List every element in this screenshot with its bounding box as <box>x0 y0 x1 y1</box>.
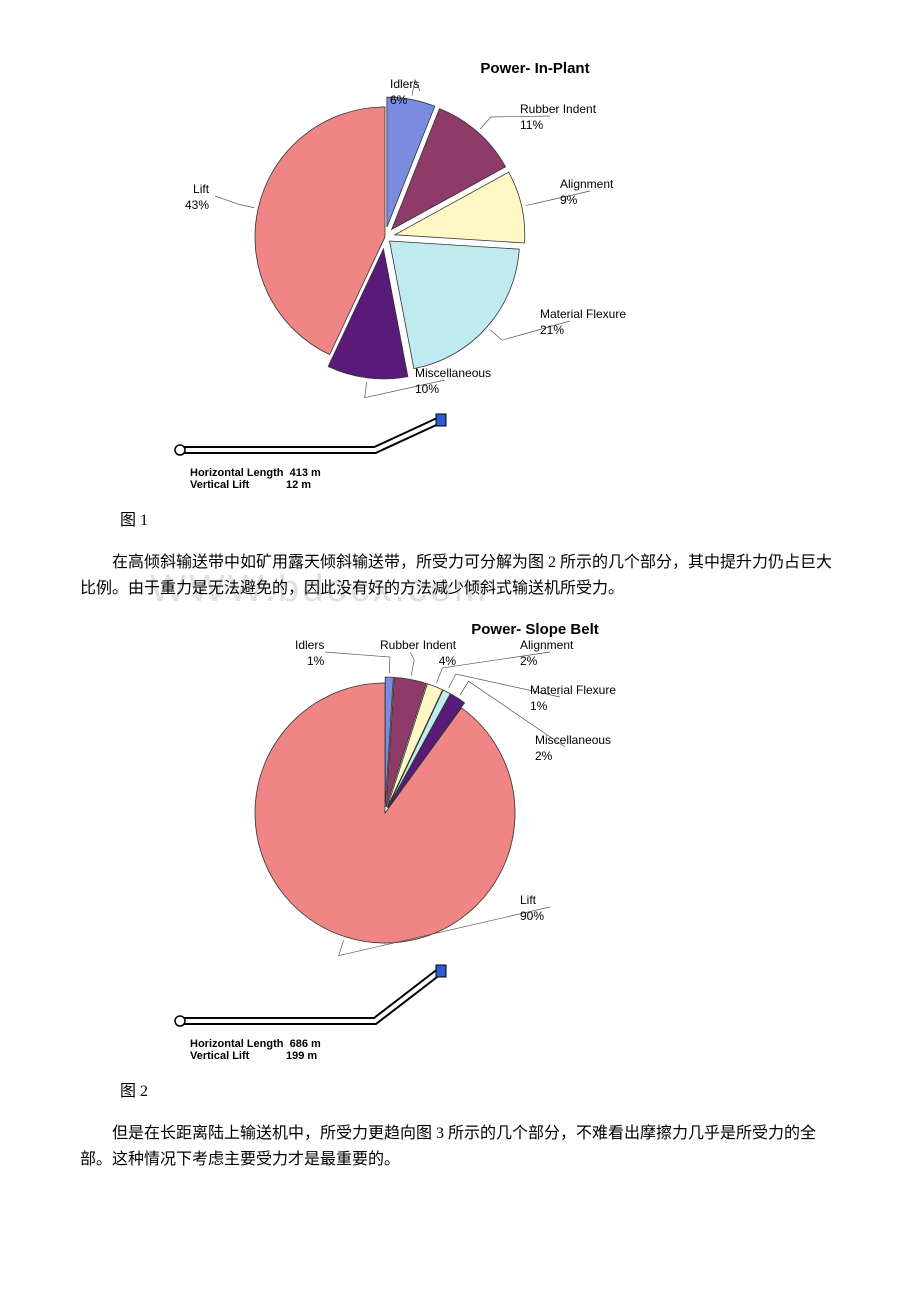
slice-label: Miscellaneous2% <box>535 733 611 764</box>
slice-label: Idlers6% <box>390 77 419 108</box>
slice-label: Rubber Indent11% <box>520 102 596 133</box>
paragraph-2: 但是在长距离陆上输送机中，所受力更趋向图 3 所示的几个部分，不难看出摩擦力几乎… <box>80 1121 840 1172</box>
slice-label: Idlers1% <box>295 638 324 669</box>
hl-value: 413 m <box>290 467 321 479</box>
slice-label: Lift43% <box>185 182 209 213</box>
chart-1-section: Power- In-Plant Idlers6% Rubber Indent11%… <box>60 60 860 530</box>
chart-1-pie: Idlers6%Rubber Indent11%Alignment9%Mater… <box>220 82 640 392</box>
conveyor-svg-icon <box>170 963 470 1033</box>
chart-2-dims: Horizontal Length 686 m Vertical Lift 19… <box>190 1038 860 1062</box>
vl-value: 199 m <box>286 1050 317 1062</box>
chart-1-title: Power- In-Plant <box>210 60 860 77</box>
slice-label: Rubber Indent4% <box>380 638 456 669</box>
slice-label: Alignment9% <box>560 177 613 208</box>
chart-1-area: Power- In-Plant Idlers6% Rubber Indent11%… <box>160 60 860 491</box>
chart-2-title: Power- Slope Belt <box>210 621 860 638</box>
slice-label: Lift90% <box>520 893 544 924</box>
slice-label: Material Flexure21% <box>540 307 626 338</box>
vl-label: Vertical Lift <box>190 1050 249 1062</box>
paragraph-1: 在高倾斜输送带中如矿用露天倾斜输送带，所受力可分解为图 2 所示的几个部分，其中… <box>80 550 840 601</box>
caption-1: 图 1 <box>120 506 860 530</box>
chart-2-area: Power- Slope Belt Idlers1%Rubber Indent4… <box>160 621 860 1062</box>
hl-value: 686 m <box>290 1038 321 1050</box>
chart-2-section: Power- Slope Belt Idlers1%Rubber Indent4… <box>60 621 860 1101</box>
chart-1-dims: Horizontal Length 413 m Vertical Lift 12… <box>190 467 860 491</box>
slice-label: Material Flexure1% <box>530 683 616 714</box>
slice-label: Miscellaneous10% <box>415 366 491 397</box>
hl-label: Horizontal Length <box>190 1038 284 1050</box>
chart-2-pie: Idlers1%Rubber Indent4%Alignment2%Materi… <box>220 643 640 953</box>
conveyor-2-icon <box>170 963 860 1038</box>
caption-2: 图 2 <box>120 1077 860 1101</box>
slice-label: Alignment2% <box>520 638 573 669</box>
vl-label: Vertical Lift <box>190 479 249 491</box>
vl-value: 12 m <box>286 479 311 491</box>
hl-label: Horizontal Length <box>190 467 284 479</box>
